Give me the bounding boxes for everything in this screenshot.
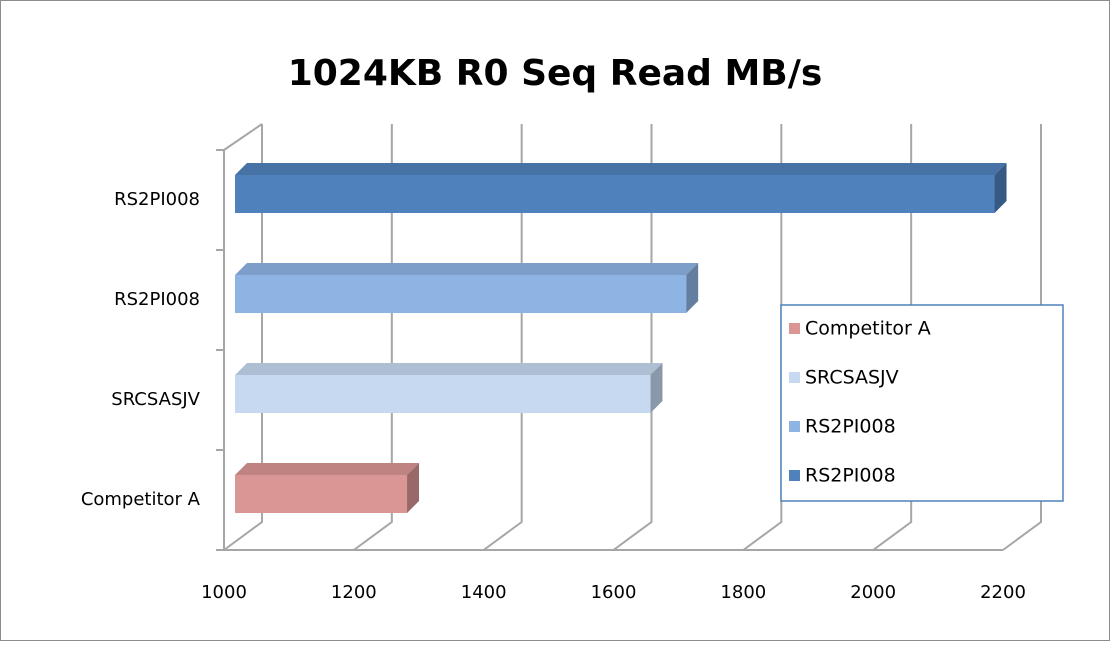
grid-line <box>353 124 393 551</box>
x-tick-label: 1000 <box>201 582 247 603</box>
legend-label: RS2PI008 <box>805 465 896 487</box>
y-tick-label: SRCSASJV <box>111 389 200 410</box>
legend-box <box>780 304 1064 502</box>
grid-line <box>1002 124 1042 551</box>
x-tick-label: 2200 <box>980 582 1026 603</box>
y-tick-label: RS2PI008 <box>114 189 200 210</box>
grid-line <box>612 124 653 551</box>
chart-title: 1024KB R0 Seq Read MB/s <box>288 53 823 94</box>
y-tick-label: Competitor A <box>81 489 201 510</box>
bar-side <box>686 263 699 313</box>
bar <box>235 375 651 413</box>
legend-label: Competitor A <box>805 318 931 340</box>
bar-top <box>235 463 420 475</box>
bar-top <box>235 363 663 375</box>
grid-line <box>483 124 523 551</box>
legend-swatch <box>789 421 800 432</box>
bar-side <box>650 363 663 413</box>
legend-label: SRCSASJV <box>805 367 899 389</box>
legend-swatch <box>789 372 800 383</box>
bar-top <box>235 263 699 275</box>
bar-top <box>235 163 1007 175</box>
x-tick-label: 2000 <box>850 582 896 603</box>
grid-line <box>742 124 783 551</box>
legend-swatch <box>789 470 800 481</box>
x-tick-label: 1400 <box>461 582 507 603</box>
bar <box>235 275 687 313</box>
x-tick-label: 1800 <box>720 582 766 603</box>
x-tick-label: 1200 <box>331 582 377 603</box>
bar <box>235 175 995 213</box>
y-tick-label: RS2PI008 <box>114 289 200 310</box>
grid-line <box>223 124 263 551</box>
legend-label: RS2PI008 <box>805 416 896 438</box>
bar <box>235 475 408 513</box>
x-tick-label: 1600 <box>591 582 637 603</box>
grid-line <box>872 124 913 551</box>
wall-edge <box>223 123 263 151</box>
bar-side <box>407 463 420 513</box>
bar-side <box>994 163 1007 213</box>
legend-swatch <box>789 323 800 334</box>
